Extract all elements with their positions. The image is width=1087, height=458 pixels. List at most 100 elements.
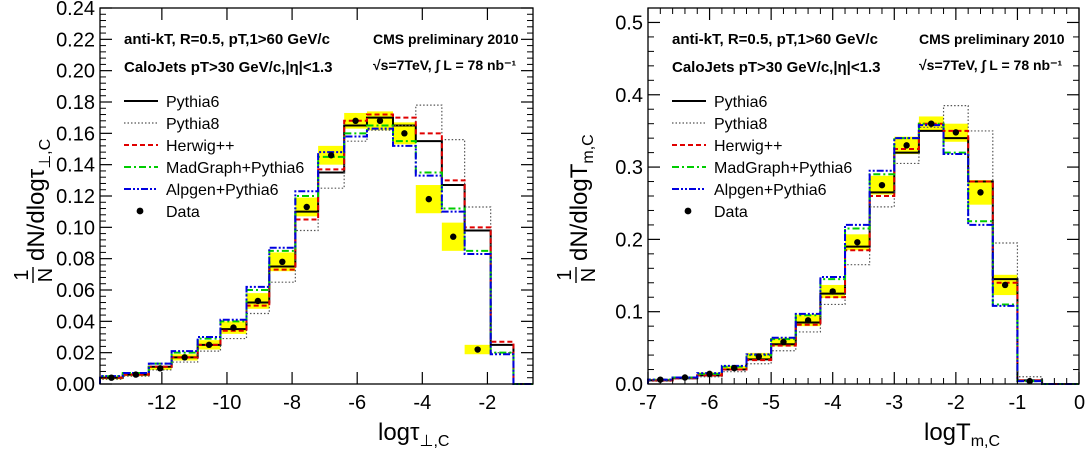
left-data-point	[401, 130, 408, 137]
left-series-pythia8	[99, 104, 533, 385]
left-ytick-label: 0.04	[56, 311, 95, 333]
left-xtick-label: -10	[213, 392, 242, 414]
right-annotation-energy: √s=7TeV, ∫ L = 78 nb⁻¹	[919, 57, 1062, 74]
right-data-point	[903, 142, 910, 149]
right-x-axis-title: logTm,C	[924, 419, 1000, 450]
left-legend-label: MadGraph+Pythia6	[166, 160, 304, 177]
right-legend-label: Alpgen+Pythia6	[714, 182, 827, 199]
left-xtick-label: -2	[479, 392, 497, 414]
right-series-herwig-	[647, 122, 1079, 385]
left-data-point	[376, 117, 384, 125]
right-series-pythia6	[647, 129, 1079, 385]
right-data-point	[1001, 281, 1009, 289]
left-x-axis-title: logτ⊥,C	[378, 419, 449, 450]
left-data-point	[279, 258, 286, 265]
left-series-alpgen-pythia6	[99, 127, 533, 385]
left-xtick-label: -4	[413, 392, 431, 414]
left-xtick-label: -8	[283, 392, 301, 414]
right-y-axis-title-text: dN/dlogTm,C	[566, 134, 597, 261]
left-y-axis-frac-den: N	[35, 268, 57, 282]
right-data-point	[731, 364, 738, 372]
left-ytick-label: 0.06	[56, 280, 95, 302]
left-data-point	[205, 341, 213, 349]
right-chart: 0.00.10.20.30.40.5-7 -6 -5 -4 -3 -2 -1 0logTm,C…	[554, 7, 1085, 450]
right-data-point	[755, 353, 763, 360]
right-ytick-label: 0.1	[615, 302, 643, 324]
right-legend-label: Pythia8	[714, 116, 767, 133]
left-data-point	[425, 195, 433, 203]
left-x-axis-title-sub: ⊥,C	[420, 433, 450, 450]
right-xtick-label: -7	[639, 392, 657, 414]
left-ytick-label: 0.24	[56, 0, 95, 20]
left-y-axis-title-main: dN/dlogτ	[23, 168, 50, 261]
left-y-axis-title: 1 NdN/dlogτ⊥,C	[11, 139, 57, 283]
right-xtick-label: -4	[824, 392, 842, 414]
left-ytick-label: 0.18	[56, 92, 95, 114]
right-data-point	[977, 189, 984, 196]
left-x-axis-title-main: logτ	[378, 419, 420, 446]
left-annotation-line2: CaloJets pT>30 GeV/c,|η|<1.3	[124, 59, 333, 76]
right-xtick-label: -5	[762, 392, 780, 414]
right-series-madgraph-pythia6	[647, 122, 1079, 385]
left-legend-label: Pythia6	[166, 94, 219, 111]
right-y-axis-title-main: dN/dlogT	[566, 163, 593, 261]
right-data-point	[928, 120, 935, 127]
left-series-herwig-	[99, 113, 533, 385]
left-data-point	[254, 297, 262, 305]
right-ytick-label: 0.0	[615, 374, 643, 396]
right-ytick-label: 0.4	[615, 85, 643, 107]
left-data-point	[108, 374, 115, 381]
left-ytick-label: 0.20	[56, 61, 95, 83]
left-annotation-cms: CMS preliminary 2010	[373, 31, 519, 47]
left-legend-label: Pythia8	[166, 116, 219, 133]
right-xtick-label: -1	[1009, 392, 1027, 414]
left-chart: 0.00 0.02 0.04 0.06 0.08 0.10 0.12 0.14 0.16 0.18…	[11, 0, 534, 450]
left-data-point	[157, 365, 164, 372]
right-y-axis-frac-num: 1	[554, 269, 576, 280]
right-chart-panel: 0.0 0.1 0.2 0.3 0.4 0.5 -7 -6 -5 -4 -3 -2 -1 0 logTm,C…	[545, 0, 1087, 453]
left-legend-label: Data	[166, 204, 200, 221]
right-xtick-label: -6	[701, 392, 719, 414]
right-data-point	[878, 181, 886, 189]
right-x-axis-title-sub: m,C	[971, 433, 1000, 450]
left-annotation-line1: anti-kT, R=0.5, pT,1>60 GeV/c	[124, 31, 330, 48]
right-data-point	[829, 288, 836, 295]
left-xtick-label: -6	[348, 392, 366, 414]
right-series-pythia8	[647, 105, 1079, 385]
left-data-point	[181, 354, 188, 361]
right-xtick-label: 0	[1074, 392, 1085, 414]
left-ytick-label: 0.02	[56, 343, 95, 365]
left-xtick-label: -12	[147, 392, 176, 414]
right-annotation-line2: CaloJets pT>30 GeV/c,|η|<1.3	[672, 59, 881, 76]
left-data-point	[474, 346, 481, 353]
left-data-point	[450, 233, 457, 240]
left-ytick-label: 0.08	[56, 249, 95, 271]
right-data-point	[780, 338, 787, 346]
left-ytick-label: 0.10	[56, 217, 95, 239]
left-legend-label: Herwig++	[166, 138, 234, 155]
left-annotation-energy: √s=7TeV, ∫ L = 78 nb⁻¹	[373, 57, 516, 74]
left-chart-panel: 0.00 0.02 0.04 0.06 0.08 0.10 0.12 0.14 0.16 0.18…	[0, 0, 545, 453]
right-legend-label: Herwig++	[714, 138, 782, 155]
right-x-axis-title-main: logT	[924, 419, 971, 446]
left-legend-label: Alpgen+Pythia6	[166, 182, 279, 199]
left-y-axis-title-text: dN/dlogτ⊥,C	[23, 139, 54, 261]
left-ytick-label: 0.12	[56, 186, 95, 208]
right-xtick-label: -3	[885, 392, 903, 414]
right-annotation-cms: CMS preliminary 2010	[919, 31, 1065, 47]
right-data-point	[854, 239, 861, 246]
right-series-alpgen-pythia6	[647, 124, 1079, 385]
left-y-axis-frac-num: 1	[11, 269, 33, 280]
right-data-point	[681, 374, 689, 381]
right-data-point	[804, 317, 812, 324]
left-ytick-label: 0.14	[56, 155, 95, 177]
left-y-axis-title-sub: ⊥,C	[37, 139, 54, 169]
right-ytick-label: 0.5	[615, 12, 643, 34]
left-data-point	[230, 324, 237, 331]
left-data-point	[352, 117, 359, 125]
right-y-axis-frac-den: N	[578, 268, 600, 282]
left-ytick-label: 0.22	[56, 29, 95, 51]
right-y-axis-title: 1 NdN/dlogTm,C	[554, 134, 600, 283]
left-legend-marker-data	[136, 207, 144, 215]
left-data-point	[303, 203, 310, 211]
